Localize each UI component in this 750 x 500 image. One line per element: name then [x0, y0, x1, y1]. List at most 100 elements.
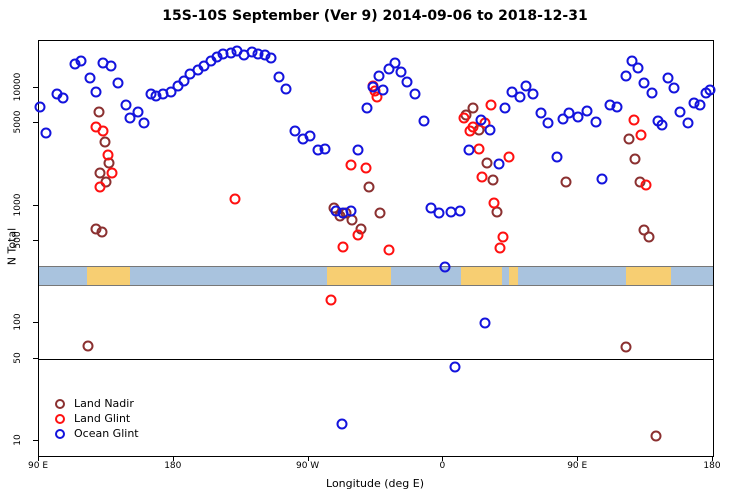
data-point-ocean_glint: [506, 86, 518, 98]
data-point-ocean_glint: [132, 106, 144, 118]
data-point-land_nadir: [650, 430, 662, 442]
data-point-ocean_glint: [395, 66, 407, 78]
data-point-ocean_glint: [383, 63, 395, 75]
data-point-land_glint: [635, 129, 647, 141]
x-tick: [712, 456, 713, 461]
data-point-ocean_glint: [304, 130, 316, 142]
data-point-land_nadir: [487, 174, 499, 186]
data-point-land_nadir: [82, 340, 94, 352]
data-point-ocean_glint: [572, 111, 584, 123]
x-tick-label: 90 E: [28, 461, 48, 471]
data-point-ocean_glint: [138, 117, 150, 129]
data-point-land_glint: [503, 151, 515, 163]
data-point-ocean_glint: [361, 102, 373, 114]
data-point-ocean_glint: [124, 112, 136, 124]
data-point-ocean_glint: [475, 114, 487, 126]
data-point-land_nadir: [99, 136, 111, 148]
data-point-ocean_glint: [336, 418, 348, 430]
data-point-ocean_glint: [120, 99, 132, 111]
land-segment: [86, 266, 131, 285]
data-point-ocean_glint: [418, 115, 430, 127]
data-point-land_glint: [102, 149, 114, 161]
legend: Land Nadir Land Glint Ocean Glint: [55, 396, 139, 441]
y-tick-label: 10000: [13, 72, 23, 102]
data-point-ocean_glint: [551, 151, 563, 163]
data-point-land_nadir: [363, 181, 374, 193]
data-point-ocean_glint: [596, 173, 608, 185]
y-tick: [33, 440, 38, 442]
ocean-glint-marker-icon: [55, 428, 65, 439]
data-point-ocean_glint: [84, 72, 96, 84]
data-point-ocean_glint: [433, 207, 445, 219]
data-point-ocean_glint: [57, 92, 69, 104]
data-point-ocean_glint: [694, 99, 706, 111]
data-point-land_glint: [640, 179, 652, 191]
data-point-land_glint: [94, 181, 106, 193]
data-point-ocean_glint: [632, 62, 644, 74]
data-point-land_nadir: [374, 207, 386, 219]
x-tick-label: 0: [439, 461, 446, 471]
data-point-land_glint: [488, 197, 500, 209]
data-point-land_nadir: [93, 106, 105, 118]
data-point-land_nadir: [560, 176, 572, 188]
data-point-ocean_glint: [345, 205, 357, 216]
chart-title: 15S-10S September (Ver 9) 2014-09-06 to …: [162, 8, 588, 24]
x-tick-label: 180: [164, 461, 182, 471]
data-point-ocean_glint: [389, 57, 401, 69]
data-point-ocean_glint: [668, 82, 680, 94]
data-point-ocean_glint: [449, 361, 461, 373]
data-point-ocean_glint: [626, 55, 638, 67]
data-point-ocean_glint: [620, 70, 632, 82]
y-tick: [33, 240, 38, 242]
data-point-ocean_glint: [656, 119, 668, 131]
data-point-land_glint: [473, 143, 485, 155]
plot-area: [34, 40, 716, 457]
data-point-ocean_glint: [280, 83, 292, 95]
data-point-ocean_glint: [90, 86, 102, 98]
data-point-ocean_glint: [439, 261, 451, 273]
data-point-land_glint: [345, 159, 357, 171]
land-segment: [509, 266, 519, 285]
data-point-ocean_glint: [646, 87, 658, 99]
y-tick: [33, 122, 38, 124]
data-point-ocean_glint: [463, 144, 475, 156]
data-point-ocean_glint: [165, 86, 177, 98]
data-point-land_glint: [494, 242, 506, 254]
x-axis-label: Longitude (deg E): [326, 477, 424, 490]
y-tick: [33, 322, 38, 324]
data-point-ocean_glint: [40, 127, 52, 139]
data-point-land_glint: [337, 241, 349, 253]
x-tick: [172, 456, 174, 461]
data-point-land_nadir: [346, 214, 358, 226]
y-tick-label: 10: [13, 434, 23, 447]
latitude-map-band: [39, 265, 713, 286]
x-tick: [442, 456, 444, 461]
y-tick-label: 1000: [13, 193, 23, 217]
y-tick-label: 50: [13, 352, 23, 364]
data-point-ocean_glint: [373, 70, 385, 82]
data-point-ocean_glint: [611, 101, 623, 113]
data-point-land_glint: [97, 125, 109, 137]
data-point-ocean_glint: [704, 84, 716, 96]
legend-row-land-glint: Land Glint: [55, 411, 139, 426]
data-point-land_glint: [352, 229, 364, 241]
data-point-ocean_glint: [377, 84, 389, 96]
data-point-land_glint: [371, 91, 383, 103]
data-point-ocean_glint: [273, 71, 285, 83]
data-point-ocean_glint: [535, 107, 547, 119]
x-tick: [577, 456, 579, 461]
data-point-land_nadir: [94, 167, 106, 179]
legend-label-land-glint: Land Glint: [74, 412, 131, 425]
data-point-ocean_glint: [581, 105, 593, 117]
data-point-ocean_glint: [112, 77, 124, 89]
reference-line-50: [39, 358, 713, 360]
data-point-land_nadir: [620, 341, 632, 353]
data-point-land_nadir: [481, 157, 493, 169]
data-point-ocean_glint: [682, 117, 694, 129]
data-point-ocean_glint: [34, 101, 46, 113]
land-glint-marker-icon: [55, 413, 65, 424]
data-point-land_nadir: [623, 133, 635, 145]
data-point-ocean_glint: [178, 75, 190, 87]
data-point-ocean_glint: [493, 158, 505, 170]
data-point-land_nadir: [629, 153, 641, 165]
